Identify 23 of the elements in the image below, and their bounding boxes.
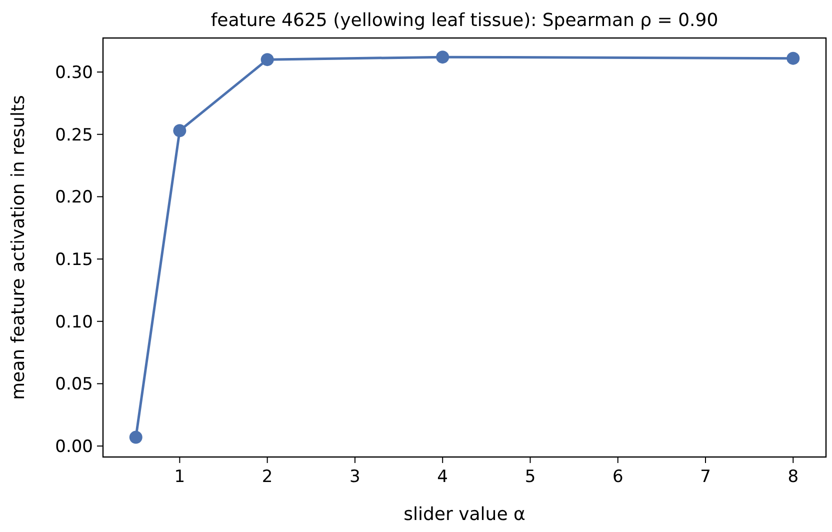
x-tick-label: 4 [437,467,448,487]
point [129,430,142,444]
x-tick-label: 8 [788,467,799,487]
y-tick-label: 0.30 [55,62,93,83]
y-tick-label: 0.00 [55,436,93,457]
point [260,53,274,66]
y-tick-label: 0.05 [55,374,93,395]
x-axis-title: slider value α [404,504,526,525]
x-tick-label: 1 [174,467,186,487]
x-tick-label: 2 [262,467,273,487]
point [173,124,186,138]
x-tick-label: 3 [350,467,360,487]
y-tick-label: 0.15 [55,250,93,270]
chart-title: feature 4625 (yellowing leaf tissue): Spearman ρ = 0.90 [210,10,718,31]
x-tick-label: 7 [700,467,711,487]
y-tick-label: 0.25 [55,125,93,146]
y-tick-label: 0.10 [55,312,93,332]
point [786,52,800,65]
x-tick-label: 6 [612,467,624,487]
y-axis-title: mean feature activation in results [8,95,29,400]
x-tick-label: 5 [524,467,536,487]
point [436,50,450,64]
y-tick-label: 0.20 [55,188,93,208]
